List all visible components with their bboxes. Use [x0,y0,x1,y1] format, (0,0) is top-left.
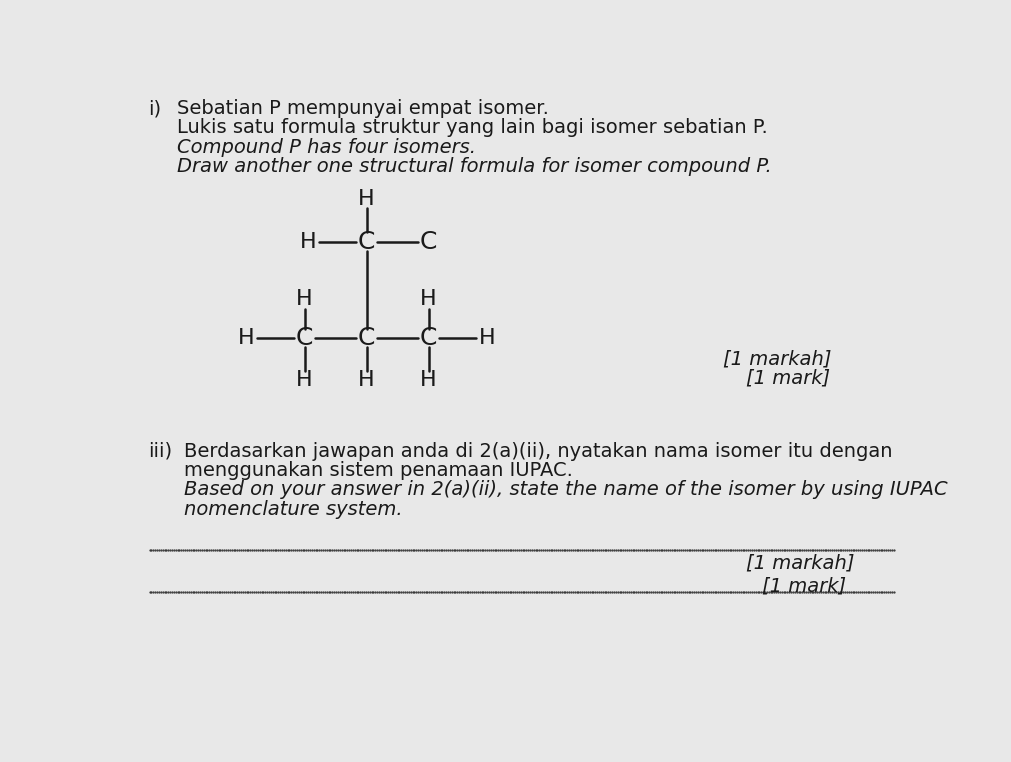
Text: H: H [300,232,316,251]
Text: Lukis satu formula struktur yang lain bagi isomer sebatian P.: Lukis satu formula struktur yang lain ba… [177,118,767,137]
Text: H: H [296,370,313,390]
Text: H: H [478,328,495,347]
Text: H: H [296,290,313,309]
Text: [1 mark]: [1 mark] [746,369,830,388]
Text: C: C [358,326,375,350]
Text: i): i) [148,99,161,118]
Text: Based on your answer in 2(a)(ii), state the name of the isomer by using IUPAC: Based on your answer in 2(a)(ii), state … [184,480,948,499]
Text: H: H [421,370,437,390]
Text: Compound P has four isomers.: Compound P has four isomers. [177,138,476,157]
Text: Berdasarkan jawapan anda di 2(a)(ii), nyatakan nama isomer itu dengan: Berdasarkan jawapan anda di 2(a)(ii), ny… [184,442,893,461]
Text: iii): iii) [148,442,172,461]
Text: H: H [358,370,375,390]
Text: [1 markah]: [1 markah] [723,350,832,368]
Text: C: C [420,229,438,254]
Text: H: H [358,189,375,210]
Text: C: C [358,229,375,254]
Text: H: H [421,290,437,309]
Text: [1 markah]: [1 markah] [746,553,855,572]
Text: Sebatian P mempunyai empat isomer.: Sebatian P mempunyai empat isomer. [177,99,549,118]
Text: Draw another one structural formula for isomer compound P.: Draw another one structural formula for … [177,157,771,176]
Text: nomenclature system.: nomenclature system. [184,500,403,518]
Text: menggunakan sistem penamaan IUPAC.: menggunakan sistem penamaan IUPAC. [184,461,573,480]
Text: C: C [420,326,438,350]
Text: C: C [296,326,313,350]
Text: H: H [239,328,255,347]
Text: [1 mark]: [1 mark] [762,577,846,596]
